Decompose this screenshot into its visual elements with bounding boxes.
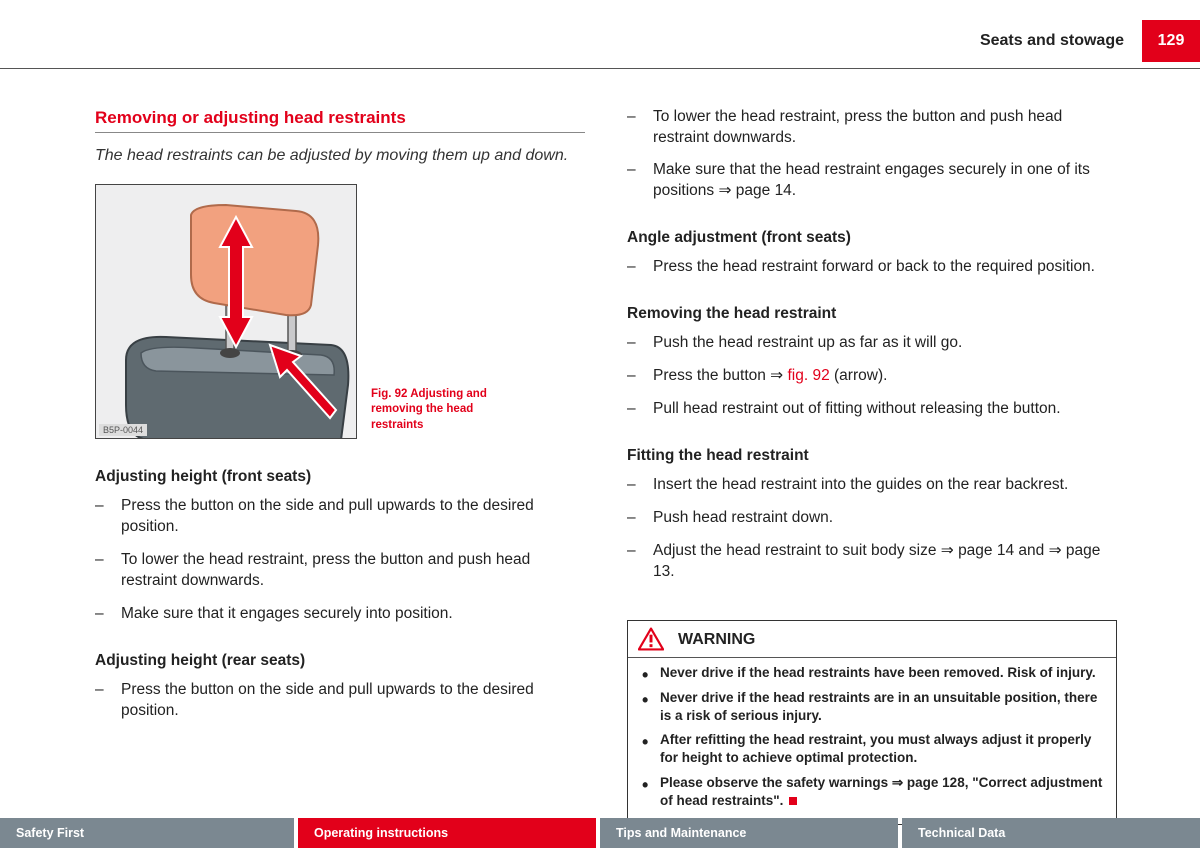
subheading: Fitting the head restraint — [627, 446, 1117, 467]
warning-list: Never drive if the head restraints have … — [638, 664, 1106, 810]
list: To lower the head restraint, press the b… — [627, 107, 1117, 215]
list-item: Press the button on the side and pull up… — [95, 496, 585, 538]
subheading: Adjusting height (front seats) — [95, 467, 585, 488]
warning-item: After refitting the head restraint, you … — [638, 731, 1106, 767]
tab-technical-data[interactable]: Technical Data — [902, 818, 1200, 848]
warning-item: Please observe the safety warnings ⇒ pag… — [638, 774, 1106, 810]
warning-item: Never drive if the head restraints have … — [638, 664, 1106, 682]
list-item: Push head restraint down. — [627, 508, 1117, 529]
tab-operating-instructions[interactable]: Operating instructions — [298, 818, 596, 848]
list-item: Adjust the head restraint to suit body s… — [627, 541, 1117, 583]
section-title: Removing or adjusting head restraints — [95, 107, 585, 130]
list-item: Press the head restraint forward or back… — [627, 257, 1117, 278]
figure-92: B5P-0044 — [95, 184, 357, 439]
text: Please observe the safety warnings ⇒ pag… — [660, 775, 1102, 808]
text: Press the button ⇒ — [653, 367, 787, 384]
list-item: Push the head restraint up as far as it … — [627, 333, 1117, 354]
end-marker-icon — [789, 797, 797, 805]
list: Press the button on the side and pull up… — [95, 496, 585, 637]
warning-label: WARNING — [678, 629, 755, 651]
headrest-diagram — [96, 185, 357, 439]
list-item: Insert the head restraint into the guide… — [627, 475, 1117, 496]
left-column: Removing or adjusting head restraints Th… — [95, 107, 585, 825]
list-item: To lower the head restraint, press the b… — [95, 550, 585, 592]
list-item: Press the button on the side and pull up… — [95, 680, 585, 722]
list-item: To lower the head restraint, press the b… — [627, 107, 1117, 149]
list: Insert the head restraint into the guide… — [627, 475, 1117, 595]
list: Press the head restraint forward or back… — [627, 257, 1117, 290]
tab-safety-first[interactable]: Safety First — [0, 818, 294, 848]
list-item: Press the button ⇒ fig. 92 (arrow). — [627, 366, 1117, 387]
warning-icon — [638, 627, 664, 651]
warning-item: Never drive if the head restraints are i… — [638, 689, 1106, 725]
text: (arrow). — [830, 367, 888, 384]
list-item: Make sure that it engages securely into … — [95, 604, 585, 625]
figure-caption: Fig. 92 Adjusting and removing the head … — [371, 387, 501, 440]
right-column: To lower the head restraint, press the b… — [627, 107, 1117, 825]
figure-id: B5P-0044 — [99, 424, 147, 436]
list: Push the head restraint up as far as it … — [627, 333, 1117, 432]
lead-text: The head restraints can be adjusted by m… — [95, 145, 585, 167]
footer-tabs: Safety First Operating instructions Tips… — [0, 818, 1200, 848]
list-item: Pull head restraint out of fitting witho… — [627, 399, 1117, 420]
title-rule — [95, 132, 585, 133]
section-name: Seats and stowage — [980, 30, 1124, 52]
subheading: Angle adjustment (front seats) — [627, 228, 1117, 249]
list-item: Make sure that the head restraint engage… — [627, 160, 1117, 202]
tab-tips-maintenance[interactable]: Tips and Maintenance — [600, 818, 898, 848]
subheading: Adjusting height (rear seats) — [95, 651, 585, 672]
subheading: Removing the head restraint — [627, 304, 1117, 325]
warning-box: WARNING Never drive if the head restrain… — [627, 620, 1117, 825]
fig-ref-link[interactable]: fig. 92 — [787, 367, 829, 384]
list: Press the button on the side and pull up… — [95, 680, 585, 734]
page-number: 129 — [1142, 20, 1200, 62]
